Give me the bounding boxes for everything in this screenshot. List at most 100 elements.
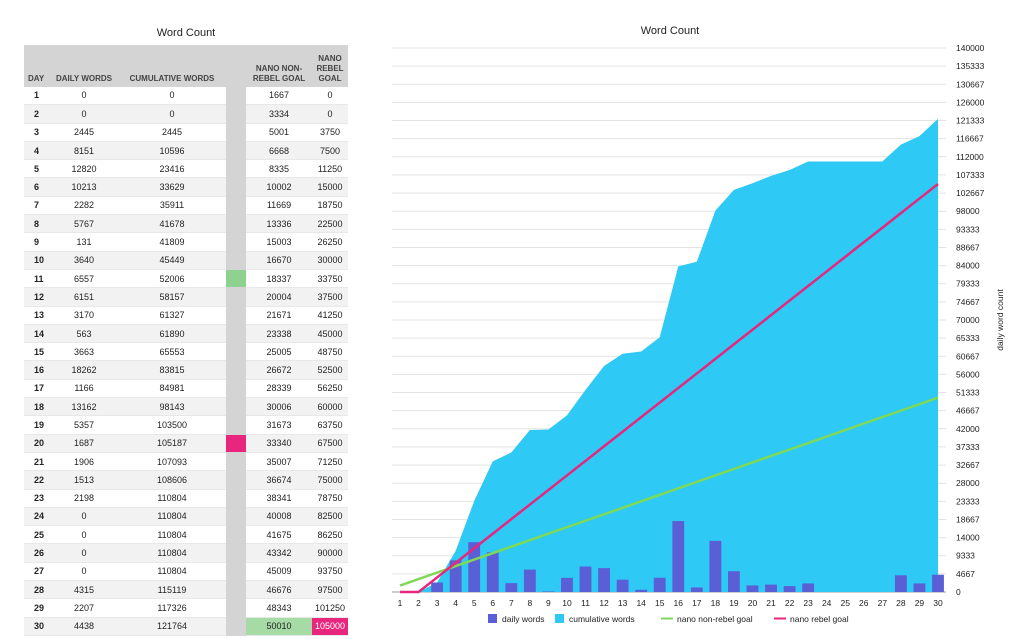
day-cell: 2 — [24, 104, 50, 124]
daily-words-bar — [802, 583, 815, 592]
header-separator — [226, 45, 246, 87]
rebel-goal-cell: 7500 — [312, 141, 348, 161]
cumulative-words-cell: 52006 — [118, 269, 226, 289]
rebel-goal-cell: 82500 — [312, 507, 348, 527]
table-header-row: DAY DAILY WORDS CUMULATIVE WORDS NANO NO… — [24, 45, 348, 87]
day-cell: 1 — [24, 86, 50, 106]
rebel-goal-cell: 101250 — [312, 598, 348, 618]
daily-words-cell: 5357 — [50, 415, 118, 435]
y-tick-label: 32667 — [956, 460, 980, 470]
daily-words-bar — [728, 571, 740, 592]
y-tick-label: 70000 — [956, 315, 980, 325]
table-row: 4 8151 10596 6668 7500 — [24, 141, 348, 161]
cumulative-words-cell: 117326 — [118, 598, 226, 618]
rebel-goal-cell: 30000 — [312, 251, 348, 270]
x-tick-label: 22 — [785, 598, 795, 608]
separator-cell — [226, 306, 246, 325]
x-tick-label: 23 — [803, 598, 813, 608]
table-row: 17 1166 84981 28339 56250 — [24, 379, 348, 399]
daily-words-bar — [913, 583, 926, 592]
separator-cell — [226, 452, 246, 472]
daily-words-cell: 131 — [50, 232, 118, 252]
separator-cell — [226, 86, 246, 106]
y-tick-label: 79333 — [956, 279, 980, 289]
daily-words-bar — [746, 585, 759, 592]
y-tick-label: 102667 — [956, 188, 985, 198]
daily-words-cell: 563 — [50, 324, 118, 344]
non-rebel-goal-cell: 16670 — [246, 251, 312, 270]
daily-words-cell: 3170 — [50, 306, 118, 325]
rebel-goal-cell: 45000 — [312, 324, 348, 344]
table-row: 21 1906 107093 35007 71250 — [24, 452, 348, 472]
legend-label: nano rebel goal — [790, 614, 849, 624]
legend-label: nano non-rebel goal — [677, 614, 753, 624]
cumulative-words-cell: 0 — [118, 86, 226, 106]
y-tick-label: 18667 — [956, 514, 980, 524]
y-tick-label: 121333 — [956, 116, 985, 126]
non-rebel-goal-cell: 31673 — [246, 415, 312, 435]
legend-swatch — [488, 614, 497, 623]
x-tick-label: 21 — [766, 598, 776, 608]
daily-words-cell: 13162 — [50, 397, 118, 417]
rebel-goal-cell: 63750 — [312, 415, 348, 435]
cumulative-words-cell: 110804 — [118, 507, 226, 527]
x-tick-label: 12 — [599, 598, 609, 608]
rebel-goal-cell: 97500 — [312, 580, 348, 600]
cumulative-words-cell: 110804 — [118, 562, 226, 582]
day-cell: 10 — [24, 251, 50, 270]
separator-cell — [226, 434, 246, 453]
y-tick-label: 9333 — [956, 551, 975, 561]
daily-words-cell: 0 — [50, 562, 118, 582]
rebel-goal-cell: 0 — [312, 86, 348, 106]
x-tick-label: 9 — [546, 598, 551, 608]
day-cell: 23 — [24, 489, 50, 508]
rebel-goal-cell: 0 — [312, 104, 348, 124]
daily-words-bar — [431, 582, 444, 592]
daily-words-cell: 6557 — [50, 269, 118, 289]
x-tick-label: 14 — [636, 598, 646, 608]
table-row: 28 4315 115119 46676 97500 — [24, 580, 348, 600]
daily-words-cell: 4315 — [50, 580, 118, 600]
separator-cell — [226, 379, 246, 399]
daily-words-cell: 0 — [50, 86, 118, 106]
non-rebel-goal-cell: 38341 — [246, 489, 312, 508]
daily-words-cell: 5767 — [50, 214, 118, 234]
non-rebel-goal-cell: 23338 — [246, 324, 312, 344]
non-rebel-goal-cell: 28339 — [246, 379, 312, 399]
rebel-goal-cell: 71250 — [312, 452, 348, 472]
day-cell: 5 — [24, 159, 50, 179]
non-rebel-goal-cell: 50010 — [246, 617, 312, 636]
x-tick-label: 29 — [915, 598, 925, 608]
day-cell: 29 — [24, 598, 50, 618]
y-tick-label: 88667 — [956, 242, 980, 252]
y-tick-label: 74667 — [956, 297, 980, 307]
y-tick-label: 135333 — [956, 61, 985, 71]
y-tick-label: 98000 — [956, 206, 980, 216]
day-cell: 19 — [24, 415, 50, 435]
rebel-goal-cell: 78750 — [312, 489, 348, 508]
y-tick-label: 116667 — [956, 134, 984, 144]
y-tick-label: 112000 — [956, 152, 984, 162]
cumulative-words-area — [400, 118, 938, 592]
daily-words-bar — [672, 521, 685, 592]
daily-words-bar — [783, 586, 796, 592]
daily-words-bar — [561, 577, 573, 592]
daily-words-cell: 4438 — [50, 617, 118, 636]
non-rebel-goal-cell: 20004 — [246, 287, 312, 307]
y-tick-label: 51333 — [956, 388, 980, 398]
table-row: 18 13162 98143 30006 60000 — [24, 397, 348, 417]
word-count-table: DAY DAILY WORDS CUMULATIVE WORDS NANO NO… — [24, 45, 348, 636]
non-rebel-goal-cell: 48343 — [246, 598, 312, 618]
table-row: 2 0 0 3334 0 — [24, 104, 348, 124]
table-row: 24 0 110804 40008 82500 — [24, 507, 348, 527]
table-row: 29 2207 117326 48343 101250 — [24, 598, 348, 618]
y-tick-label: 126000 — [956, 97, 985, 107]
non-rebel-goal-cell: 46676 — [246, 580, 312, 600]
daily-words-cell: 3640 — [50, 251, 118, 270]
rebel-goal-cell: 48750 — [312, 342, 348, 362]
day-cell: 28 — [24, 580, 50, 600]
x-tick-label: 24 — [822, 598, 832, 608]
rebel-goal-cell: 41250 — [312, 306, 348, 325]
separator-cell — [226, 104, 246, 124]
